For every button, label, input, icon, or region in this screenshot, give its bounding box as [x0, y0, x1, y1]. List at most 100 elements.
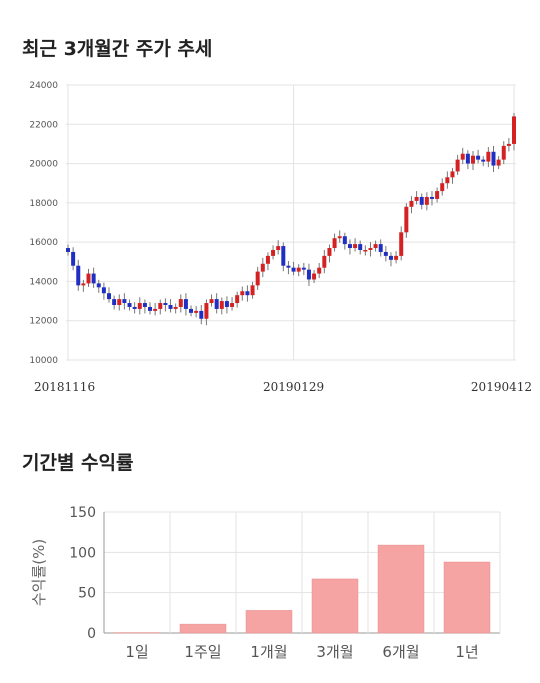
candle-body — [470, 155, 475, 164]
candle-body — [460, 153, 465, 160]
candle-body — [501, 145, 506, 160]
candle-body — [153, 308, 158, 311]
candle-body — [291, 267, 296, 272]
y-tick-label: 18000 — [29, 199, 58, 209]
candle-body — [404, 206, 409, 233]
candle-body — [148, 306, 153, 311]
candle-body — [204, 303, 209, 319]
candle-body — [81, 283, 86, 286]
candle-body — [312, 273, 317, 280]
candle-body — [260, 263, 265, 272]
candle-body — [306, 269, 311, 280]
candle-body — [445, 177, 450, 184]
candle-body — [322, 255, 327, 268]
candle-body — [286, 265, 291, 268]
candle-body — [296, 267, 301, 272]
candle-body — [183, 299, 188, 309]
candle-body — [142, 303, 147, 307]
candle-body — [107, 293, 112, 300]
y-tick-label: 22000 — [29, 120, 58, 130]
candle-body — [332, 238, 337, 249]
candle-body — [271, 250, 276, 256]
candle-body — [132, 306, 137, 309]
candle-body — [363, 250, 368, 252]
candle-body — [122, 299, 127, 304]
return-bar — [443, 561, 491, 634]
y-tick-label: 12000 — [29, 317, 58, 327]
candle-body — [173, 306, 178, 309]
stock-trend-title: 최근 3개월간 주가 추세 — [22, 38, 213, 60]
period-returns-title: 기간별 수익률 — [22, 452, 134, 474]
candle-body — [276, 246, 281, 250]
candle-body — [383, 251, 388, 256]
y-tick-label: 100 — [69, 545, 96, 561]
candle-body — [373, 244, 378, 249]
candle-body — [230, 303, 235, 307]
y-tick-label: 24000 — [29, 81, 58, 91]
candle-body — [214, 299, 219, 309]
candle-body — [66, 248, 70, 252]
candle-body — [240, 291, 245, 296]
candle-body — [440, 183, 445, 192]
candle-body — [158, 303, 163, 309]
candle-body — [168, 305, 173, 309]
candle-body — [76, 265, 81, 286]
candle-body — [199, 310, 204, 319]
candle-body — [137, 303, 142, 309]
candle-body — [435, 191, 440, 199]
candle-body — [419, 196, 424, 205]
x-tick-label: 3개월 — [316, 643, 353, 661]
candle-body — [394, 255, 399, 260]
x-tick-label: 1개월 — [250, 643, 287, 661]
candle-body — [409, 200, 414, 207]
candle-body — [255, 271, 260, 286]
y-tick-label: 0 — [87, 626, 96, 642]
candle-body — [496, 159, 501, 166]
y-tick-label: 150 — [69, 505, 96, 521]
y-axis-label: 수익률(%) — [30, 539, 48, 606]
candle-body — [163, 303, 168, 305]
y-tick-label: 50 — [78, 586, 96, 602]
candle-body — [235, 295, 240, 304]
return-bar — [377, 544, 425, 634]
candle-body — [91, 273, 96, 284]
candle-body — [209, 299, 214, 304]
return-bar — [311, 578, 359, 634]
x-tick-label: 1년 — [455, 643, 478, 661]
candle-body — [399, 232, 404, 256]
candle-body — [189, 308, 194, 313]
x-tick-label: 6개월 — [382, 643, 419, 661]
x-tick-label: 20181116 — [34, 380, 95, 394]
candle-body — [486, 151, 491, 162]
candle-body — [450, 171, 455, 178]
candle-body — [250, 285, 255, 296]
candle-body — [301, 267, 306, 270]
return-bar — [245, 610, 293, 634]
candle-body — [506, 143, 511, 146]
x-tick-label: 20190412 — [471, 380, 532, 394]
candle-body — [388, 255, 393, 260]
candle-body — [429, 196, 434, 199]
candle-body — [481, 159, 486, 162]
candle-body — [337, 236, 342, 239]
return-bar — [179, 623, 227, 634]
candle-body — [245, 291, 250, 296]
candle-body — [327, 248, 332, 256]
candle-body — [127, 303, 132, 307]
candle-body — [358, 244, 363, 250]
y-tick-label: 20000 — [29, 160, 58, 170]
candle-body — [342, 236, 347, 245]
y-tick-label: 14000 — [29, 277, 58, 287]
candle-body — [378, 244, 383, 252]
y-tick-label: 16000 — [29, 238, 58, 248]
candle-body — [414, 196, 419, 201]
candle-body — [455, 159, 460, 172]
x-tick-label: 20190129 — [263, 380, 324, 394]
candle-body — [265, 255, 270, 264]
stock-trend-chart: 10000 12000 14000 16000 18000 20000 22000 24000… — [29, 81, 532, 394]
candle-body — [476, 155, 481, 160]
candle-body — [281, 246, 286, 266]
candle-body — [347, 244, 352, 249]
x-tick-label: 1주일 — [184, 643, 221, 661]
y-tick-label: 10000 — [29, 356, 58, 366]
